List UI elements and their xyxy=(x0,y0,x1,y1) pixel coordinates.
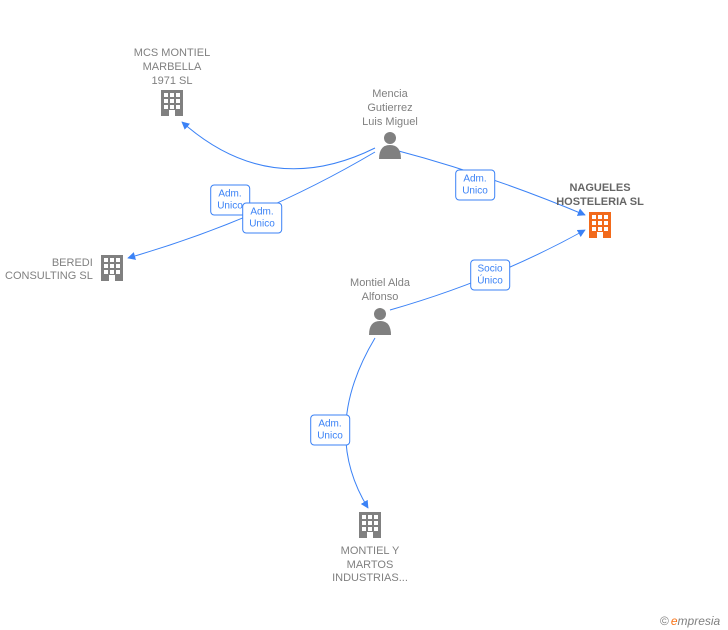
node-label: Montiel Alda Alfonso xyxy=(320,277,440,305)
building-icon xyxy=(585,210,615,245)
building-icon xyxy=(355,510,385,545)
node-label: BEREDI CONSULTING SL xyxy=(5,257,93,285)
node-montiel[interactable]: Montiel Alda Alfonso xyxy=(320,277,440,339)
node-mcs[interactable]: MCS MONTIEL MARBELLA 1971 SL xyxy=(112,47,232,123)
person-icon xyxy=(365,305,395,340)
node-label: MONTIEL Y MARTOS INDUSTRIAS... xyxy=(310,545,430,586)
edge-label: Adm. Unico xyxy=(455,170,495,201)
node-nagueles[interactable]: NAGUELES HOSTELERIA SL xyxy=(540,182,660,244)
building-icon xyxy=(97,253,127,288)
watermark-e: e xyxy=(671,614,678,628)
node-martos[interactable]: MONTIEL Y MARTOS INDUSTRIAS... xyxy=(310,510,430,586)
edge xyxy=(346,338,375,508)
node-label: NAGUELES HOSTELERIA SL xyxy=(540,182,660,210)
copyright-symbol: © xyxy=(660,614,669,628)
node-label: Mencia Gutierrez Luis Miguel xyxy=(330,88,450,129)
node-beredi[interactable]: BEREDI CONSULTING SL xyxy=(5,253,145,288)
building-icon xyxy=(157,88,187,123)
edge-label: Adm. Unico xyxy=(310,415,350,446)
watermark-rest: mpresia xyxy=(678,614,721,628)
edge-label: Socio Único xyxy=(470,260,510,291)
person-icon xyxy=(375,129,405,164)
node-mencia[interactable]: Mencia Gutierrez Luis Miguel xyxy=(330,88,450,164)
node-label: MCS MONTIEL MARBELLA 1971 SL xyxy=(112,47,232,88)
edge-label: Adm. Unico xyxy=(242,203,282,234)
diagram-canvas: ©empresia Adm. Unico Adm. Unico Adm. Unico… xyxy=(0,0,728,630)
watermark: ©empresia xyxy=(660,614,720,628)
